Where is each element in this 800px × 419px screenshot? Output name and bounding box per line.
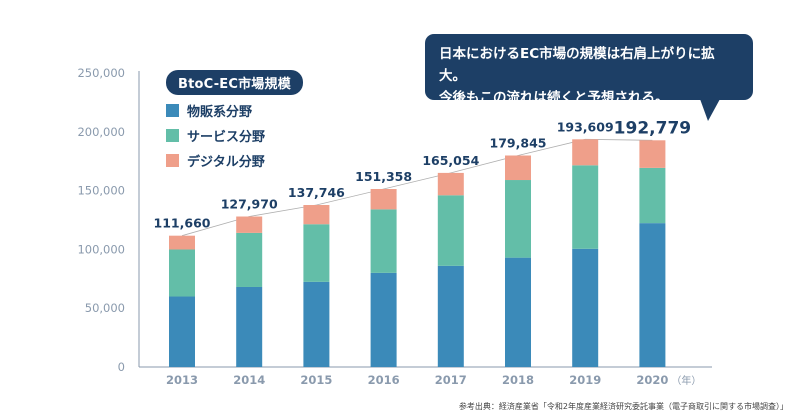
y-tick-label: 100,000 — [77, 242, 125, 256]
legend-swatch-merchandise — [166, 104, 179, 117]
bar-segment-digital — [370, 189, 397, 210]
bar-segment-digital — [639, 140, 666, 168]
bar-segment-merchandise — [437, 265, 464, 367]
total-data-label: 192,779 — [614, 118, 691, 138]
x-tick-label: 2016 — [368, 373, 400, 387]
total-data-label: 127,970 — [221, 197, 278, 212]
x-tick-label: 2014 — [233, 373, 265, 387]
callout-box: 日本におけるEC市場の規模は右肩上がりに拡大。 今後もこの流れは続くと予想される… — [425, 34, 753, 106]
bar-segment-merchandise — [505, 257, 531, 367]
bars-group — [169, 139, 666, 367]
total-data-label: 137,746 — [288, 185, 345, 200]
bar-segment-services — [639, 167, 666, 224]
bar-segment-digital — [437, 172, 464, 196]
legend-label-digital: デジタル分野 — [187, 155, 265, 170]
axes: 0 50,000 100,000 150,000 200,000 250,000 2013 2… — [77, 66, 712, 387]
bar-segment-services — [572, 165, 599, 249]
bar-segment-digital — [236, 216, 263, 233]
y-tick-label: 50,000 — [85, 301, 125, 315]
x-tick-label: 2017 — [435, 373, 467, 387]
bar-segment-digital — [169, 235, 195, 250]
chart-title: BtoC-EC市場規模 — [166, 70, 303, 95]
legend: BtoC-EC市場規模 物販系分野 サービス分野 デジタル分野 — [166, 70, 303, 170]
total-data-label: 111,660 — [154, 216, 211, 231]
bar-segment-services — [505, 180, 531, 258]
total-data-label: 179,845 — [490, 136, 547, 151]
bar-segment-digital — [505, 155, 531, 181]
bar-segment-digital — [572, 139, 599, 166]
bar-segment-services — [437, 195, 464, 266]
bar-segment-merchandise — [169, 296, 195, 367]
callout-line-1: 日本におけるEC市場の規模は右肩上がりに拡大。 — [439, 46, 715, 84]
bar-segment-digital — [303, 205, 330, 225]
bar-segment-merchandise — [236, 286, 263, 367]
bar-segment-services — [169, 249, 195, 297]
total-data-label: 193,609 — [557, 119, 614, 134]
x-tick-label: 2013 — [166, 373, 198, 387]
x-tick-label: 2019 — [569, 373, 601, 387]
legend-item-digital: デジタル分野 — [166, 151, 303, 170]
total-data-label: 151,358 — [355, 169, 412, 184]
bar-segment-merchandise — [303, 281, 330, 367]
callout-tail — [700, 99, 720, 121]
y-tick-label: 250,000 — [77, 66, 125, 80]
x-tick-label: 2018 — [502, 373, 534, 387]
legend-label-services: サービス分野 — [187, 130, 266, 145]
legend-item-services: サービス分野 — [166, 126, 303, 145]
legend-swatch-services — [166, 129, 179, 142]
total-data-label: 165,054 — [422, 153, 479, 168]
bar-segment-services — [303, 224, 330, 282]
legend-item-merchandise: 物販系分野 — [166, 101, 303, 120]
data-labels-group: 111,660 127,970 137,746 151,358 165,054 179,8… — [154, 118, 692, 230]
y-tick-label: 150,000 — [77, 184, 125, 198]
bar-segment-services — [236, 232, 263, 287]
y-tick-label: 200,000 — [77, 125, 125, 139]
x-tick-label: 2015 — [300, 373, 332, 387]
legend-swatch-digital — [166, 154, 179, 167]
x-tick-label: 2020 — [636, 373, 668, 387]
x-axis-unit: （年） — [671, 374, 701, 387]
legend-label-merchandise: 物販系分野 — [187, 105, 253, 120]
bar-segment-merchandise — [572, 248, 599, 367]
y-tick-label: 0 — [118, 360, 125, 374]
bar-segment-merchandise — [370, 272, 397, 367]
bar-segment-services — [370, 209, 397, 273]
bar-segment-merchandise — [639, 223, 666, 367]
source-note: 参考出典：経済産業省「令和2年度産業経済研究委託事業（電子商取引に関する市場調査… — [458, 402, 788, 411]
callout-line-2: 今後もこの流れは続くと予想される。 — [439, 90, 669, 106]
